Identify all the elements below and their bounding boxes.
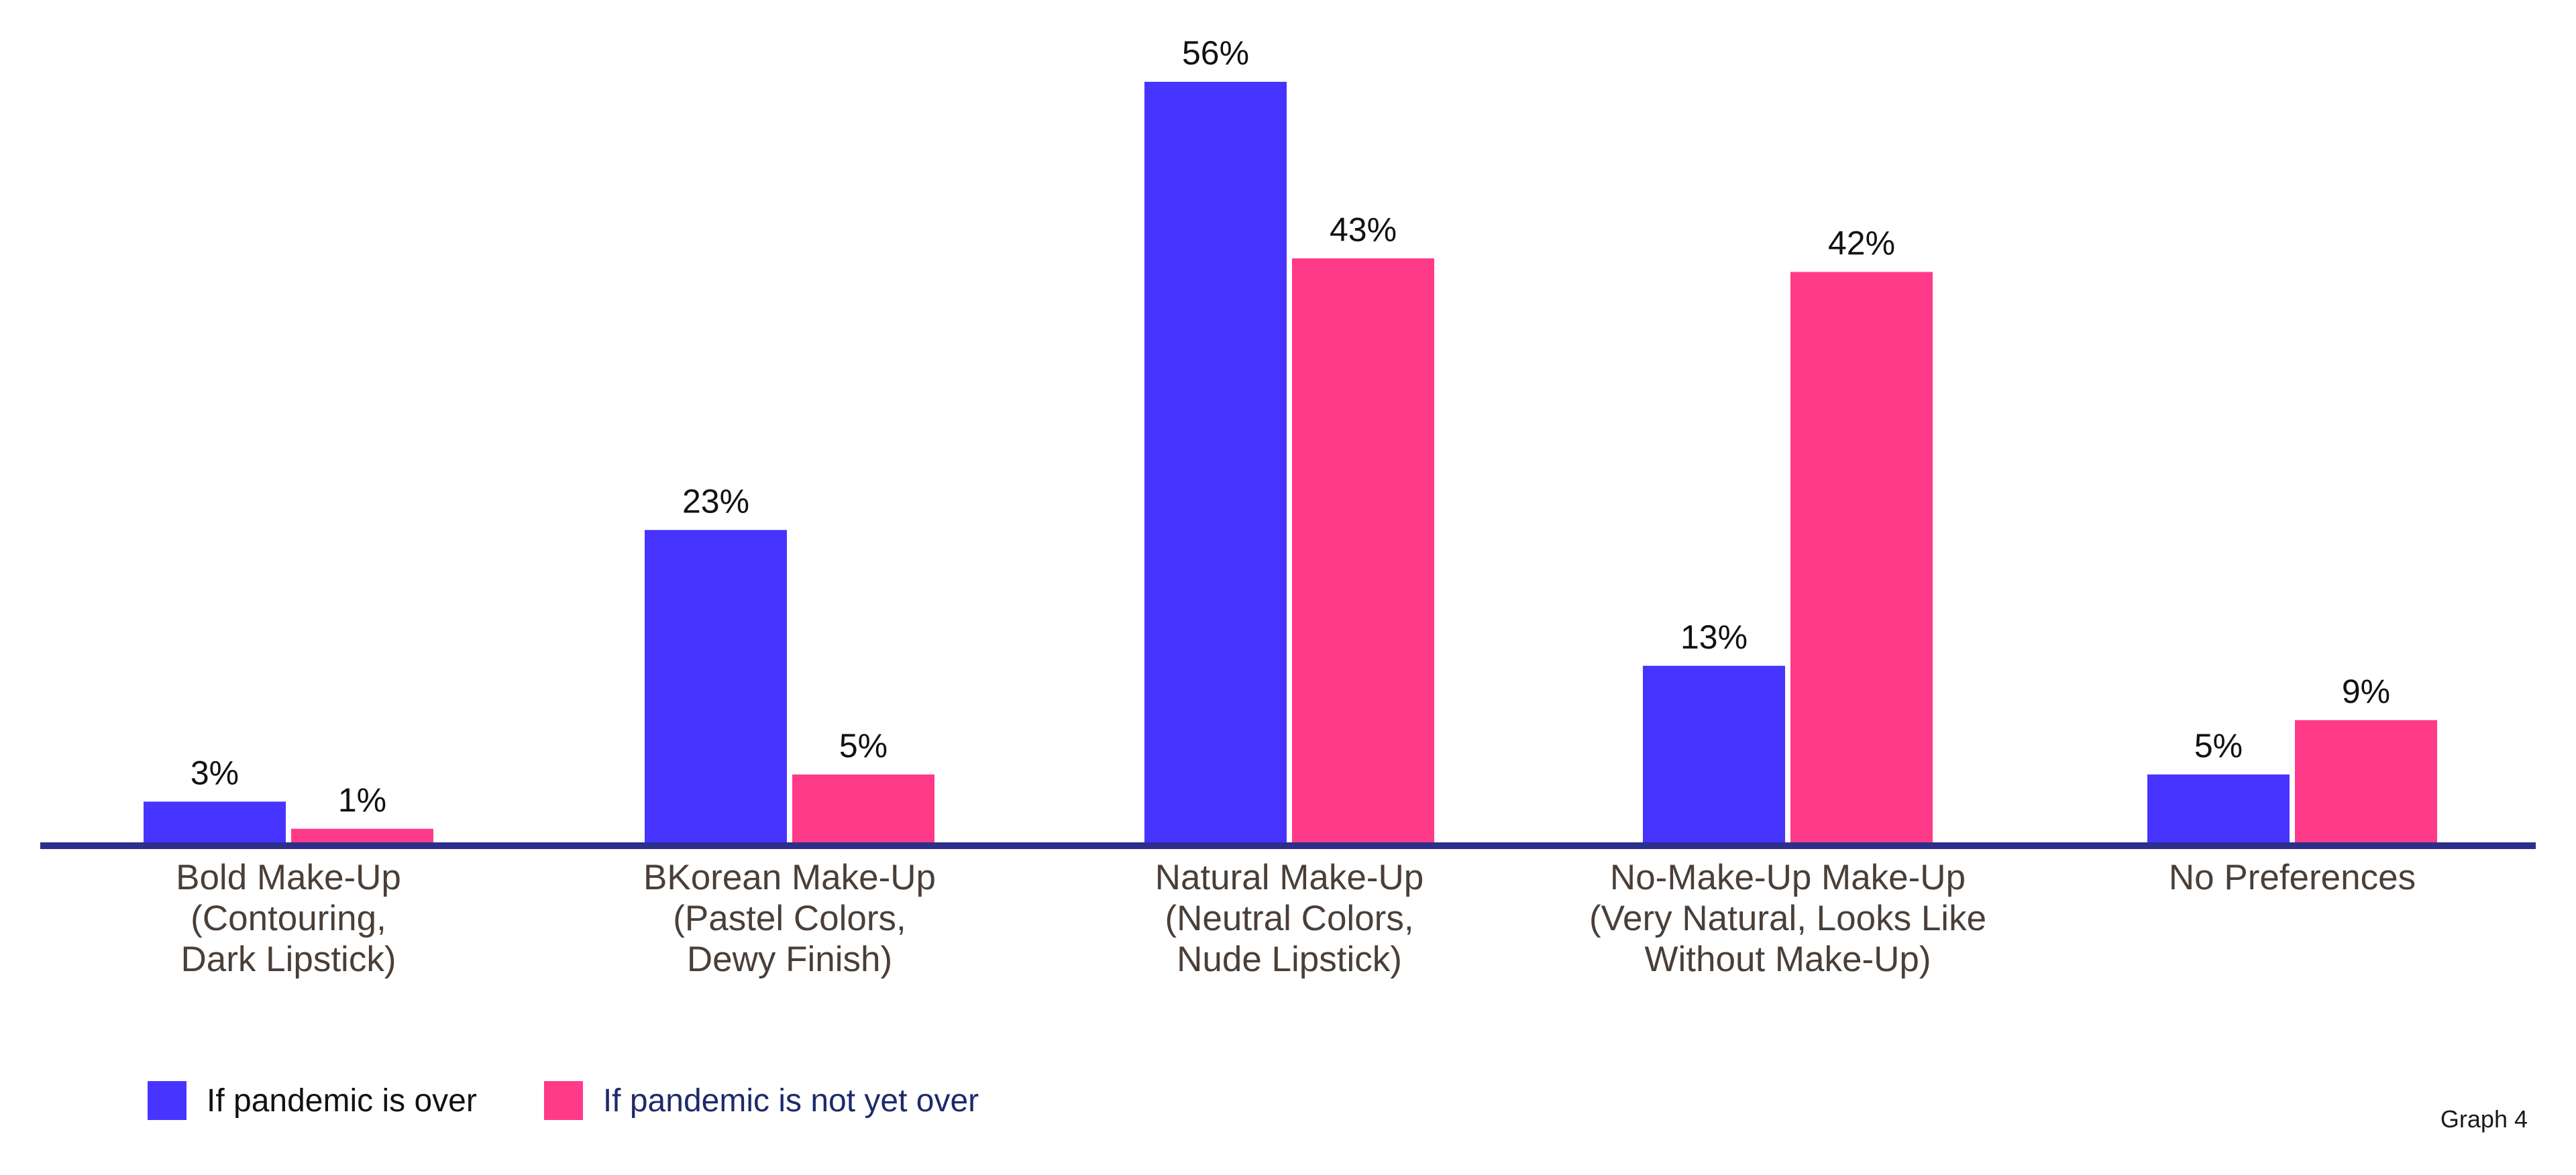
legend-label-pandemic-over: If pandemic is over: [207, 1082, 477, 1119]
legend-swatch-pandemic-not-over: [543, 1081, 583, 1120]
category-label-1-line-1: (Pastel Colors,: [673, 899, 906, 938]
data-label-not-over-0: 1%: [338, 781, 386, 819]
category-label-3-line-0: No-Make-Up Make-Up: [1610, 858, 1966, 897]
bar-over-0: [144, 801, 286, 842]
category-label-2-line-1: (Neutral Colors,: [1165, 899, 1413, 938]
category-label-0-line-1: (Contouring,: [191, 899, 386, 938]
legend-swatch-pandemic-over: [148, 1081, 186, 1120]
bar-over-2: [1144, 82, 1287, 842]
data-label-over-3: 13%: [1680, 618, 1748, 656]
legend-label-pandemic-not-over: If pandemic is not yet over: [602, 1082, 979, 1119]
category-label-3-line-1: (Very Natural, Looks Like: [1589, 899, 1986, 938]
data-label-not-over-2: 43%: [1330, 211, 1397, 248]
data-label-over-2: 56%: [1182, 34, 1249, 72]
data-label-not-over-4: 9%: [2342, 673, 2390, 710]
category-label-3-line-2: Without Make-Up): [1644, 940, 1931, 979]
category-label-0-line-2: Dark Lipstick): [180, 940, 396, 979]
legend-item-pandemic-over: If pandemic is over: [148, 1081, 477, 1120]
x-axis-line: [40, 842, 2536, 849]
data-label-over-0: 3%: [191, 754, 239, 791]
bar-over-1: [645, 530, 787, 842]
chart-legend: If pandemic is over If pandemic is not y…: [148, 1081, 1046, 1120]
bar-over-3: [1643, 665, 1785, 842]
bar-not-over-2: [1292, 258, 1434, 842]
graph-number-label: Graph 4: [2440, 1105, 2528, 1133]
category-label-2-line-2: Nude Lipstick): [1177, 940, 1402, 979]
category-label-0-line-0: Bold Make-Up: [176, 858, 401, 897]
category-label-4-line-0: No Preferences: [2169, 858, 2416, 897]
data-label-over-1: 23%: [682, 482, 749, 520]
data-label-over-4: 5%: [2194, 727, 2243, 765]
bar-not-over-0: [291, 828, 433, 842]
bar-not-over-1: [792, 774, 934, 842]
data-label-not-over-3: 42%: [1828, 225, 1895, 262]
legend-item-pandemic-not-over: If pandemic is not yet over: [543, 1081, 979, 1120]
bar-over-4: [2147, 774, 2290, 842]
data-label-not-over-1: 5%: [839, 727, 888, 765]
category-label-1-line-0: BKorean Make-Up: [643, 858, 936, 897]
bar-not-over-4: [2295, 720, 2437, 842]
category-label-1-line-2: Dewy Finish): [687, 940, 892, 979]
bar-not-over-3: [1790, 272, 1933, 842]
category-label-2-line-0: Natural Make-Up: [1155, 858, 1424, 897]
